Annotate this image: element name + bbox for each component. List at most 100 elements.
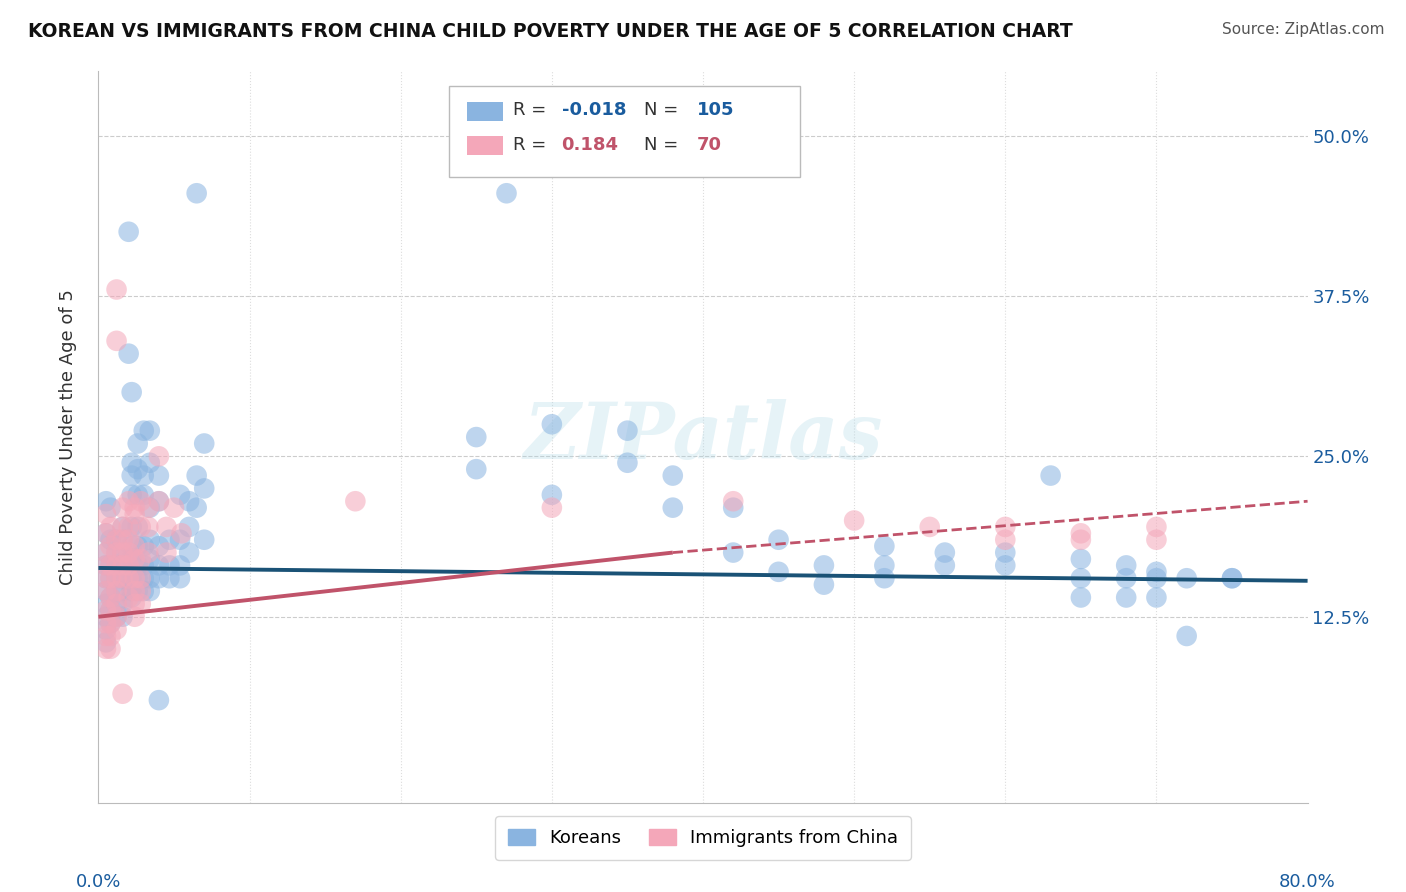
Point [163,500,186,515]
Point [94,584,117,599]
Point [100,591,122,605]
Point [111,597,134,611]
Point [169,571,191,585]
Point [813,558,835,573]
Point [100,641,122,656]
Point [124,597,146,611]
Point [105,609,128,624]
Text: Source: ZipAtlas.com: Source: ZipAtlas.com [1222,22,1385,37]
Point [661,500,683,515]
Point [193,482,215,496]
Point [121,539,143,553]
Point [121,591,143,605]
Point [139,533,162,547]
Point [148,539,170,553]
Point [111,584,134,599]
Point [1220,571,1243,585]
Point [118,225,141,239]
Point [139,424,162,438]
Point [105,571,128,585]
Point [1144,571,1167,585]
Point [124,571,146,585]
Point [136,520,159,534]
Point [934,558,956,573]
Point [844,514,866,528]
Point [111,687,134,701]
Point [540,488,562,502]
Point [124,507,146,521]
Point [111,500,134,515]
Point [1070,571,1092,585]
Point [94,507,117,521]
Point [132,571,155,585]
Point [139,584,162,599]
Point [129,494,152,508]
Point [132,539,155,553]
Point [94,623,117,637]
Point [139,500,162,515]
Point [1144,520,1167,534]
Point [118,533,141,547]
Point [1115,571,1137,585]
Point [148,450,170,464]
Point [136,500,159,515]
Point [132,424,155,438]
Point [1070,591,1092,605]
Point [465,430,488,444]
Point [94,571,117,585]
Point [179,520,201,534]
Point [127,462,149,476]
Point [94,603,117,617]
Text: R =: R = [513,101,553,120]
Point [124,609,146,624]
Point [94,558,117,573]
Point [661,468,683,483]
Point [118,545,141,559]
Point [136,545,159,559]
Point [100,533,122,547]
Point [129,552,152,566]
Point [193,436,215,450]
Point [344,494,367,508]
Point [118,520,141,534]
Point [121,552,143,566]
Legend: Koreans, Immigrants from China: Koreans, Immigrants from China [495,816,911,860]
Point [105,597,128,611]
Point [1070,552,1092,566]
Point [873,539,896,553]
Point [616,456,638,470]
Point [111,558,134,573]
Point [1220,571,1243,585]
Point [105,334,128,348]
Point [105,558,128,573]
Point [1070,526,1092,541]
Point [495,186,517,201]
Point [94,545,117,559]
Point [186,468,208,483]
Point [105,533,128,547]
Point [100,571,122,585]
Text: 70: 70 [697,136,721,153]
Point [118,346,141,360]
Point [94,545,117,559]
Text: 0.184: 0.184 [561,136,619,153]
Point [918,520,941,534]
Point [127,488,149,502]
FancyBboxPatch shape [449,86,800,178]
Point [105,558,128,573]
Point [94,635,117,649]
Point [100,571,122,585]
Point [94,526,117,541]
Point [1115,558,1137,573]
Point [100,539,122,553]
Point [129,520,152,534]
Point [100,603,122,617]
Point [124,539,146,553]
Text: N =: N = [644,136,683,153]
Point [118,558,141,573]
Point [159,558,181,573]
Point [94,609,117,624]
Point [169,533,191,547]
Point [148,494,170,508]
Point [111,545,134,559]
